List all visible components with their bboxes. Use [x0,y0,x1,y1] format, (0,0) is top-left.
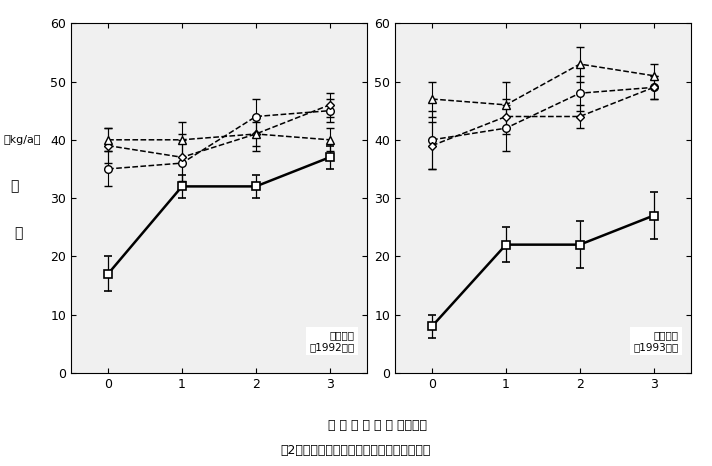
Text: 薬 剤 散 布 回 数 　（回）: 薬 剤 散 布 回 数 （回） [328,419,427,432]
Text: 量: 量 [11,179,19,193]
Text: （kg/a）: （kg/a） [4,135,41,145]
Text: 中発生年
（1992年）: 中発生年 （1992年） [310,330,355,352]
Text: 図2　各品種の薬剤散布回数に対する收量。: 図2 各品種の薬剤散布回数に対する收量。 [281,444,431,457]
Text: 収: 収 [14,226,23,240]
Text: 多発生年
（1993年）: 多発生年 （1993年） [634,330,679,352]
